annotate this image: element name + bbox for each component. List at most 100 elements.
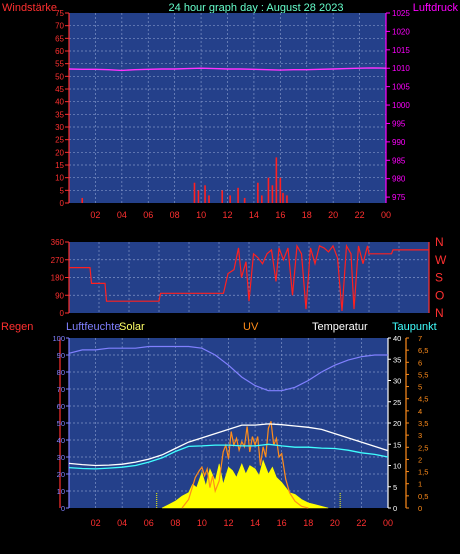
- humidity-tick-label: 60: [57, 402, 65, 411]
- compass-label: N: [435, 235, 444, 249]
- time-tick-label: 10: [197, 518, 207, 528]
- pressure-tick-label: 975: [392, 193, 406, 202]
- compass-label: W: [435, 253, 447, 267]
- time-tick-label: 18: [303, 518, 313, 528]
- wind-speed-bar: [279, 177, 282, 203]
- wind-speed-bar: [243, 197, 246, 203]
- rain-mm-tick-label: 5,5: [418, 370, 428, 379]
- dewpoint-label: Taupunkt: [392, 321, 437, 333]
- pressure-tick-label: 980: [392, 175, 406, 184]
- compass-label: N: [435, 306, 444, 320]
- temperature-tick-label: 40: [393, 334, 401, 343]
- temperature-tick-label: 0: [393, 504, 397, 513]
- time-tick-label: 14: [250, 518, 260, 528]
- humidity-label: Luftfeuchte: [66, 321, 120, 333]
- compass-label: S: [435, 271, 443, 285]
- wind-speed-tick-label: 20: [55, 148, 64, 157]
- time-tick-label: 08: [170, 518, 180, 528]
- temperature-tick-label: 10: [393, 462, 401, 471]
- uv-label: UV: [243, 321, 259, 333]
- solar-label: Solar: [119, 321, 145, 333]
- rain-mm-tick-label: 4,5: [418, 395, 428, 404]
- wind-speed-tick-label: 55: [55, 60, 64, 69]
- humidity-tick-label: 10: [57, 487, 65, 496]
- time-tick-label: 06: [144, 518, 154, 528]
- pressure-line: [68, 67, 387, 72]
- wind-speed-tick-label: 10: [55, 174, 64, 183]
- rain-label: Regen: [1, 321, 33, 333]
- wind-speed-bar: [237, 187, 239, 203]
- pressure-tick-label: 1015: [392, 46, 410, 55]
- rain-mm-tick-label: 7: [418, 334, 422, 343]
- rain-mm-tick-label: 6,5: [418, 346, 428, 355]
- rain-mm-tick-label: 0,5: [418, 492, 428, 501]
- temperature-tick-label: 25: [393, 398, 401, 407]
- wind-speed-tick-label: 65: [55, 34, 64, 43]
- time-tick-label: 20: [330, 518, 340, 528]
- wind-speed-bar: [81, 197, 84, 203]
- time-tick-label: 02: [91, 518, 101, 528]
- wind-direction-tick-label: 0: [60, 309, 65, 318]
- wind-speed-bar: [221, 190, 224, 203]
- wind-speed-bar: [267, 177, 270, 203]
- time-tick-label: 12: [223, 518, 233, 528]
- temperature-tick-label: 5: [393, 483, 397, 492]
- time-tick-label: 10: [196, 210, 206, 220]
- wind-speed-bar: [229, 195, 231, 203]
- temperature-tick-label: 35: [393, 355, 401, 364]
- rain-mm-tick-label: 5: [418, 383, 422, 392]
- rain-mm-tick-label: 2,5: [418, 443, 428, 452]
- wind-speed-bar: [208, 195, 210, 203]
- wind-speed-axis-title: Windstärke: [2, 2, 57, 14]
- wind-speed-bar: [197, 190, 200, 203]
- rain-mm-tick-label: 0: [418, 504, 422, 513]
- pressure-tick-label: 990: [392, 138, 406, 147]
- time-tick-label: 16: [277, 518, 287, 528]
- wind-speed-tick-label: 30: [55, 123, 64, 132]
- wind-pressure-plot-area: [69, 13, 386, 203]
- wind-speed-bar: [271, 185, 274, 203]
- wind-speed-bar: [204, 185, 206, 203]
- wind-speed-tick-label: 60: [55, 47, 64, 56]
- wind-speed-tick-label: 70: [55, 22, 64, 31]
- humidity-tick-label: 0: [61, 504, 65, 513]
- time-tick-label: 16: [275, 210, 285, 220]
- wind-speed-bar: [193, 182, 196, 203]
- time-tick-label: 20: [328, 210, 338, 220]
- wind-direction-tick-label: 360: [51, 238, 65, 247]
- chart-title: 24 hour graph day : August 28 2023: [169, 2, 344, 14]
- wind-speed-bar: [257, 182, 259, 203]
- pressure-tick-label: 1000: [392, 101, 410, 110]
- pressure-tick-label: 1025: [392, 9, 410, 18]
- wind-direction-tick-label: 90: [55, 291, 64, 300]
- rain-mm-tick-label: 6: [418, 358, 422, 367]
- temperature-line: [68, 423, 389, 467]
- humidity-line: [68, 345, 388, 392]
- wind-speed-tick-label: 15: [55, 161, 64, 170]
- uv-line: [181, 421, 309, 509]
- temperature-tick-label: 15: [393, 440, 401, 449]
- temperature-tick-label: 20: [393, 419, 401, 428]
- wind-speed-tick-label: 0: [60, 199, 65, 208]
- rain-mm-tick-label: 1,5: [418, 468, 428, 477]
- time-tick-label: 12: [222, 210, 232, 220]
- time-tick-label: 22: [356, 518, 366, 528]
- compass-label: O: [435, 288, 444, 302]
- temperature-label: Temperatur: [312, 321, 368, 333]
- rain-mm-tick-label: 3,5: [418, 419, 428, 428]
- humidity-tick-label: 20: [57, 470, 65, 479]
- humidity-tick-label: 70: [57, 385, 65, 394]
- time-tick-label: 04: [117, 210, 127, 220]
- pressure-tick-label: 1005: [392, 83, 410, 92]
- wind-speed-bar: [275, 157, 278, 203]
- humidity-tick-label: 30: [57, 453, 65, 462]
- time-tick-label: 22: [355, 210, 365, 220]
- pressure-tick-label: 1010: [392, 64, 410, 73]
- pressure-tick-label: 1020: [392, 27, 410, 36]
- wind-speed-tick-label: 5: [60, 186, 65, 195]
- rain-mm-tick-label: 4: [418, 407, 422, 416]
- pressure-tick-label: 995: [392, 119, 406, 128]
- wind-speed-tick-label: 40: [55, 98, 64, 107]
